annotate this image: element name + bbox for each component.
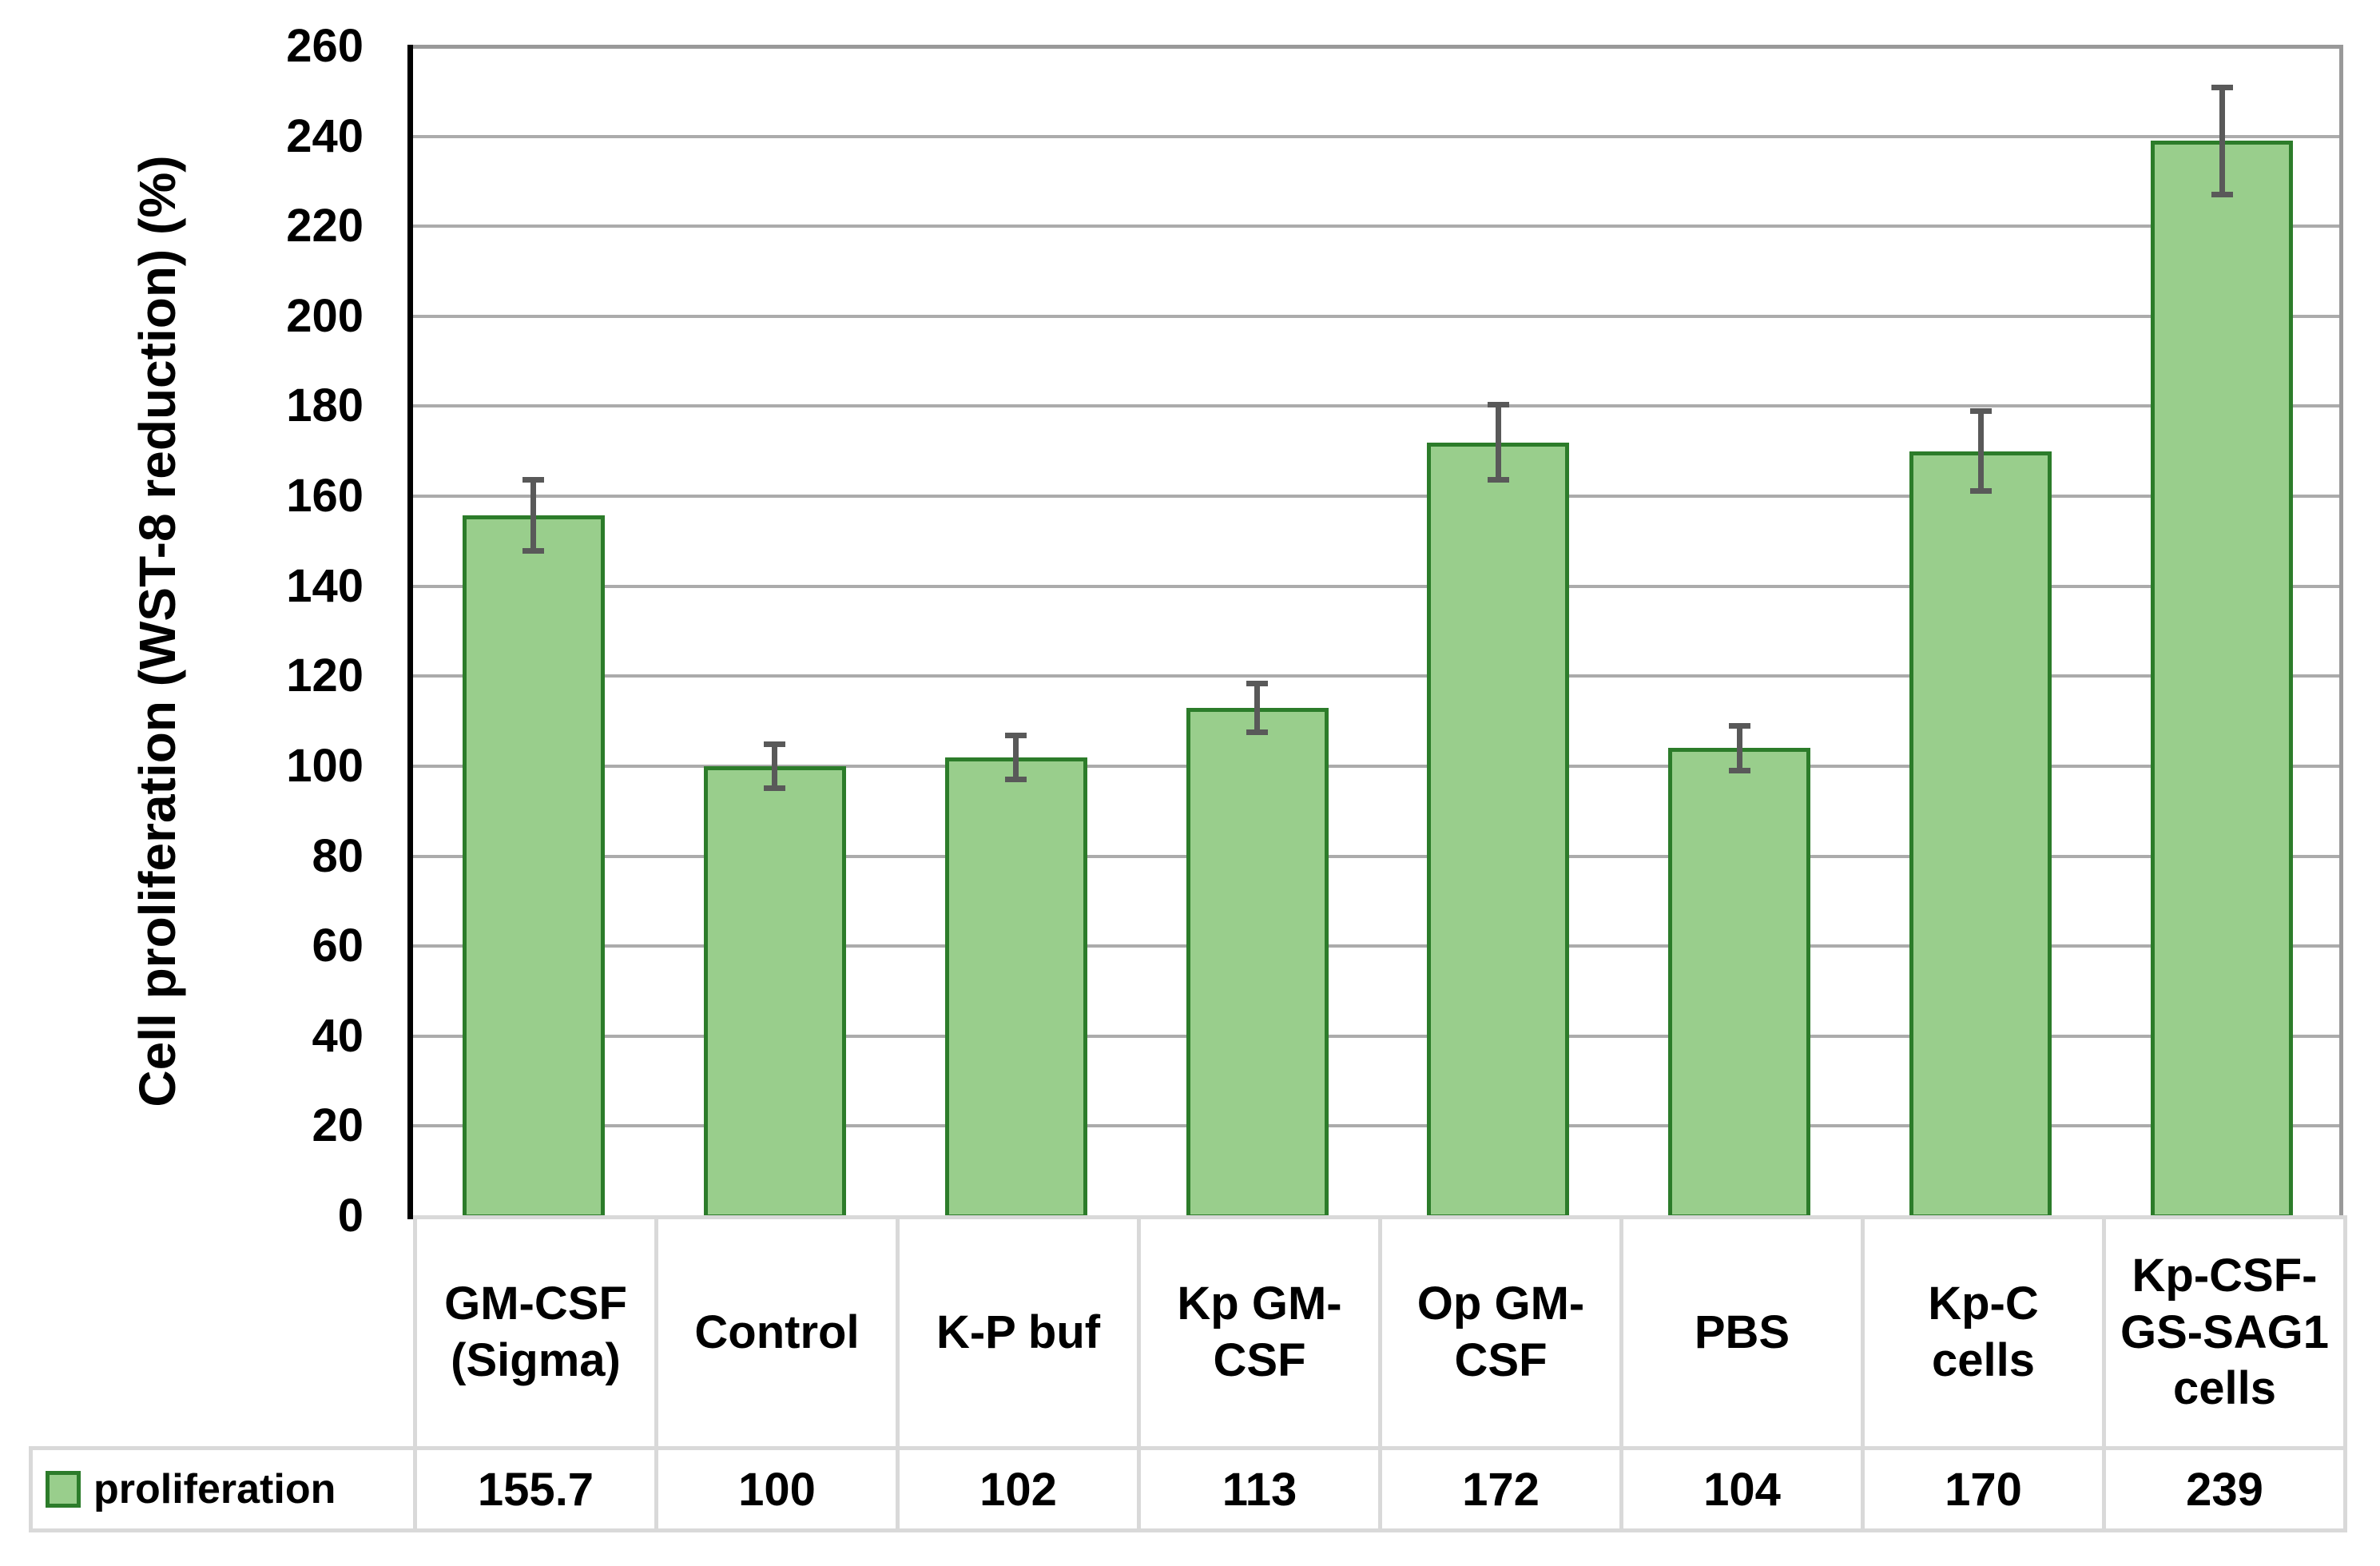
y-tick-label: 180 [286,380,364,432]
error-bar-cap-bottom [1728,767,1750,773]
category-header-cell: Op GM- CSF [1378,1215,1623,1450]
y-tick-label: 260 [286,20,364,72]
error-bar-cap-top [764,741,786,747]
value-cell: 113 [1137,1446,1382,1532]
error-bar-cap-bottom [1969,488,1992,495]
error-bar-cap-bottom [764,785,786,792]
bar [944,757,1087,1218]
data-table: GM-CSF (Sigma) Control K-P buf Kp GM- CSF Op… [29,1215,2347,1532]
value-cell: 104 [1619,1446,1865,1532]
y-gridline [413,134,2339,138]
error-bar-line [1736,725,1742,771]
error-bar-cap-top [1246,680,1269,686]
bar [1186,707,1329,1218]
bar [462,515,605,1218]
category-header-cell: Kp-C cells [1861,1215,2106,1450]
error-bar-line [1013,734,1019,780]
y-tick-label: 0 [337,1190,364,1242]
bar [2151,141,2294,1218]
value-cell: 172 [1378,1446,1623,1532]
y-gridline [413,404,2339,408]
value-cell: 102 [896,1446,1141,1532]
y-tick-label: 220 [286,200,364,252]
error-bar-cap-bottom [1005,776,1027,782]
error-bar-cap-top [1005,732,1027,738]
legend: proliferation [33,1465,413,1513]
bar [1909,451,2052,1218]
error-bar-cap-top [1487,401,1509,407]
bar [703,765,846,1218]
y-axis-line [407,45,413,1219]
y-tick-label: 140 [286,559,364,612]
y-tick-label: 20 [312,1099,364,1152]
y-tick-label: 160 [286,470,364,523]
y-gridline [413,1124,2339,1128]
y-gridline [413,584,2339,588]
y-gridline [413,944,2339,948]
y-tick-label: 80 [312,829,364,882]
error-bar-line [1495,403,1501,481]
value-cell: 170 [1861,1446,2106,1532]
error-bar-cap-top [522,477,545,483]
error-bar-cap-top [1728,723,1750,729]
category-header-cell: Kp GM- CSF [1137,1215,1382,1450]
y-tick-label: 100 [286,739,364,792]
plot-top-border [413,45,2342,49]
legend-label: proliferation [93,1466,336,1512]
legend-swatch-icon [46,1471,81,1508]
y-tick-label: 200 [286,289,364,342]
bar [1668,748,1811,1218]
error-bar-cap-bottom [2211,191,2233,197]
y-gridline [413,225,2339,229]
error-bar-line [1254,682,1261,733]
y-gridline [413,674,2339,678]
value-cell: 100 [654,1446,900,1532]
y-tick-label: 120 [286,650,364,702]
y-tick-label: 40 [312,1009,364,1062]
table-corner-empty [31,1218,415,1449]
y-tick-label: 240 [286,109,364,162]
value-cell: 239 [2102,1446,2347,1532]
error-bar-cap-bottom [522,548,545,554]
value-cell: 155.7 [413,1446,658,1532]
y-gridline [413,1034,2339,1038]
error-bar-line [1977,411,1984,492]
y-gridline [413,854,2339,858]
error-bar-line [2219,86,2225,195]
error-bar-line [530,479,537,552]
bar [1427,442,1570,1218]
error-bar-line [772,743,778,789]
plot-right-border [2339,45,2343,1216]
y-gridline [413,314,2339,318]
category-header-cell: PBS [1619,1215,1865,1450]
y-tick-label: 60 [312,920,364,972]
y-gridline [413,764,2339,768]
category-header-cell: K-P buf [896,1215,1141,1450]
legend-cell: proliferation [29,1446,417,1532]
error-bar-cap-top [2211,84,2233,90]
category-header-cell: Control [654,1215,900,1450]
category-header-cell: GM-CSF (Sigma) [413,1215,658,1450]
error-bar-cap-top [1969,408,1992,415]
error-bar-cap-bottom [1246,729,1269,735]
y-gridline [413,495,2339,499]
error-bar-cap-bottom [1487,477,1509,483]
category-header-cell: Kp-CSF- GS-SAG1 cells [2102,1215,2347,1450]
